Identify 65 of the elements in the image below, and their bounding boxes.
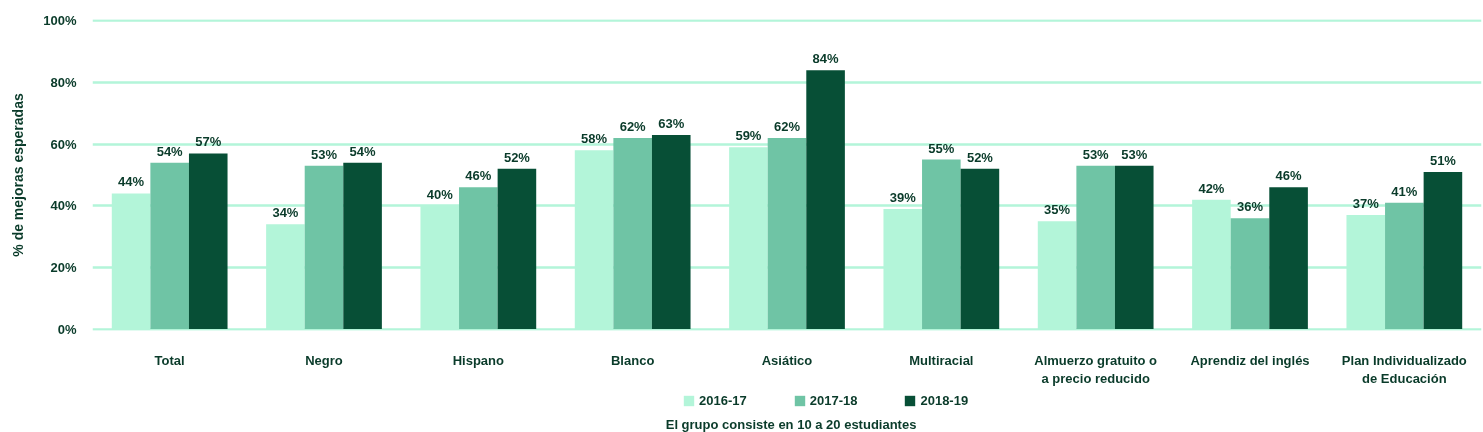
data-label: 51% [1429,152,1457,168]
data-label: 36% [1236,199,1264,215]
x-tick-label: Plan Individualizado de Educación [1341,352,1467,386]
x-tick-label: Aprendiz del inglés [1190,352,1310,368]
data-label: 62% [619,119,647,135]
bar [497,168,537,330]
data-label: 55% [928,140,955,156]
y-tick-label: 80% [50,75,77,91]
x-tick-label: Blanco [611,352,655,368]
bar [1076,165,1115,330]
data-label: 62% [773,119,801,135]
data-label: 57% [195,134,222,150]
data-label: 53% [310,146,338,162]
x-tick-label: Asiático [761,352,813,368]
data-label: 39% [889,189,917,205]
data-label: 63% [658,115,685,131]
bar [613,138,652,330]
bar [960,168,1000,330]
y-tick-label: 100% [43,13,77,29]
y-tick-label: 60% [50,136,77,152]
data-label: 41% [1391,183,1418,199]
data-label: 54% [349,143,377,159]
y-axis-title: % de mejoras esperadas [10,93,27,257]
bar [1385,202,1424,330]
data-label: 53% [1121,146,1148,162]
data-label: 59% [735,128,762,144]
data-label: 37% [1352,196,1380,212]
legend-label: 2018-19 [920,393,969,408]
data-label: 46% [1275,168,1303,184]
x-tick-label: Negro [305,352,343,368]
data-label: 52% [503,149,531,165]
data-label: 40% [426,186,454,202]
data-label: 46% [465,168,492,184]
legend-label: 2016-17 [699,393,747,408]
text: El grupo consiste en 10 a 20 estudiantes [665,417,917,432]
bar [1114,165,1154,330]
y-tick-label: 20% [50,259,77,275]
y-tick-label: 40% [50,198,77,214]
data-label: 84% [812,51,840,67]
bar [459,187,498,330]
bar [1230,218,1270,330]
data-label: 52% [966,149,994,165]
data-label: 54% [156,143,184,159]
bar [150,162,189,330]
bar [304,165,344,330]
data-label: 34% [272,205,299,221]
bar [1423,171,1463,330]
data-label: 35% [1044,202,1071,218]
x-tick-label: Almuerzo gratuito o a precio reducido [1034,352,1158,386]
x-tick-label: Total [154,352,185,368]
x-tick-label: Hispano [452,352,505,368]
y-tick-label: 0% [57,321,77,337]
bar [922,159,961,330]
legend-label: 2017-18 [809,393,858,408]
data-label: 53% [1082,146,1110,162]
data-label: 42% [1198,180,1225,196]
x-tick-label: Multiracial [909,352,974,368]
data-label: 58% [581,131,608,147]
bar [1269,187,1308,330]
bar [806,70,845,330]
bar [651,134,691,330]
bar [188,153,228,330]
bar [343,162,382,330]
data-label: 44% [118,174,145,190]
bar [767,138,807,330]
